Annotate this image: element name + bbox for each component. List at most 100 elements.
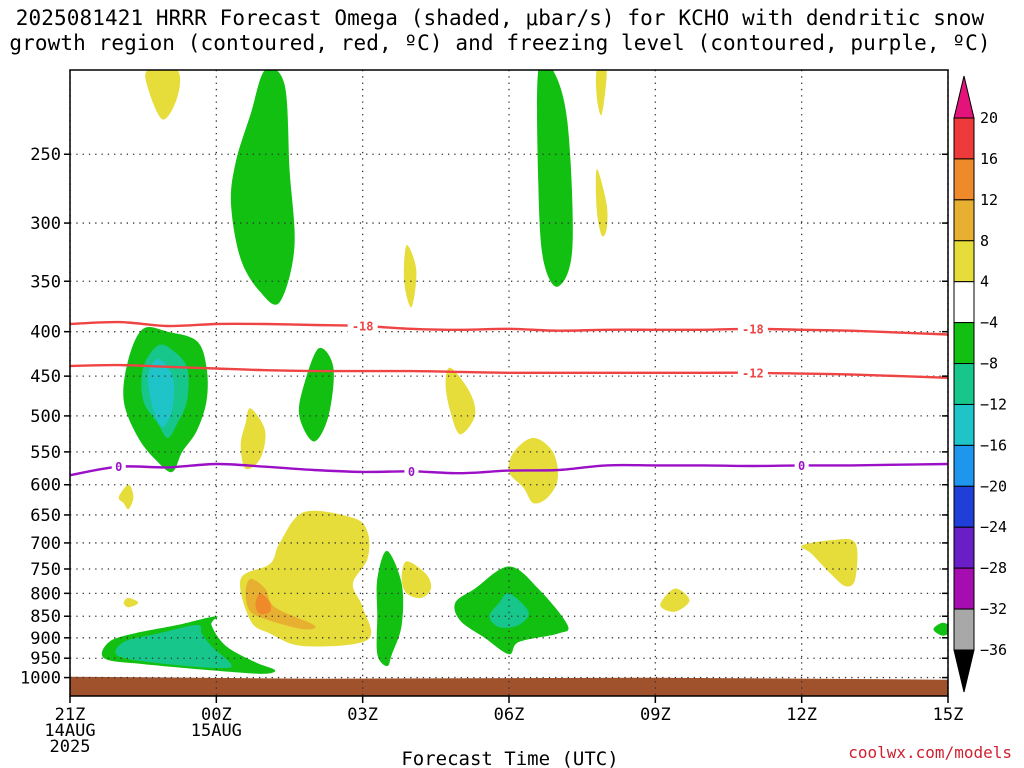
y-tick-label: 850: [30, 607, 61, 627]
omega-region: [800, 538, 858, 587]
colorbar-bin: [953, 281, 975, 324]
x-tick-label: 09Z: [640, 705, 671, 725]
colorbar-bottom-arrow: [953, 649, 975, 693]
contour-label: -18: [742, 322, 764, 336]
colorbar-bin: [953, 240, 975, 283]
y-tick-label: 450: [30, 367, 61, 387]
terrain-block: [70, 676, 948, 696]
contour-line: [70, 320, 948, 336]
omega-region: [230, 70, 295, 305]
colorbar-bin: [953, 567, 975, 610]
colorbar-bin: [953, 117, 975, 160]
omega-region: [595, 168, 608, 237]
omega-shading: [101, 70, 948, 674]
y-tick-label: 1000: [20, 669, 61, 689]
site-credit: coolwx.com/models: [848, 743, 1012, 762]
omega-region: [933, 622, 948, 636]
temperature-contours: -18 -18 -12 0 0 0: [70, 318, 948, 479]
omega-region: [298, 347, 334, 442]
colorbar-label: 8: [980, 232, 989, 250]
omega-region: [445, 367, 476, 435]
contour-label-bg: [347, 318, 378, 333]
contour-label: -18: [352, 319, 374, 333]
colorbar-label: −20: [980, 477, 1007, 495]
colorbar-label: 16: [980, 150, 998, 168]
y-tick-label: 300: [30, 214, 61, 234]
y-tick-label: 550: [30, 443, 61, 463]
omega-region: [536, 70, 573, 287]
omega-region: [660, 588, 690, 612]
colorbar-bin: [953, 403, 975, 446]
colorbar-bin: [953, 199, 975, 242]
x-tick-label: 00Z: [201, 705, 232, 725]
omega-region: [595, 70, 607, 116]
title-line-1: 2025081421 HRRR Forecast Omega (shaded, …: [15, 6, 985, 30]
x-tick-label: 12Z: [786, 705, 817, 725]
y-tick-label: 900: [30, 629, 61, 649]
contour-line: [70, 363, 948, 379]
y-tick-label: 400: [30, 323, 61, 343]
omega-region: [118, 484, 134, 510]
colorbar-label: −8: [980, 355, 998, 373]
chart-title: 2025081421 HRRR Forecast Omega (shaded, …: [0, 6, 1000, 56]
contour-label: -12: [742, 366, 764, 380]
colorbar-label: −36: [980, 641, 1007, 659]
colorbar-bin: [953, 322, 975, 365]
omega-region: [403, 244, 417, 308]
contour-label: 0: [115, 460, 122, 474]
omega-region: [376, 550, 404, 667]
y-axis: 2503003504004505005506006507007508008509…: [20, 145, 948, 689]
x-tick-label: 21Z: [55, 705, 86, 725]
colorbar-label: −28: [980, 559, 1007, 577]
colorbar-bin: [953, 158, 975, 201]
omega-region: [145, 70, 181, 120]
colorbar-bin: [953, 526, 975, 569]
colorbar-label: 20: [980, 109, 998, 127]
x-tick-label: 06Z: [494, 705, 525, 725]
x-tick-label: 2025: [50, 737, 91, 757]
colorbar-bin: [953, 444, 975, 487]
y-tick-label: 800: [30, 584, 61, 604]
omega-region: [123, 598, 139, 608]
contour-label-bg: [737, 321, 768, 336]
x-axis-title: Forecast Time (UTC): [401, 748, 618, 768]
omega-region: [240, 408, 266, 470]
colorbar-label: −24: [980, 518, 1007, 536]
y-tick-label: 650: [30, 506, 61, 526]
colorbar-top-arrow: [953, 75, 975, 119]
colorbar-bin: [953, 363, 975, 405]
x-tick-label: 15AUG: [191, 721, 242, 741]
y-tick-label: 600: [30, 476, 61, 496]
colorbar-label: −12: [980, 395, 1007, 413]
colorbar-bin: [953, 608, 975, 651]
y-tick-label: 350: [30, 272, 61, 292]
omega-region: [401, 561, 432, 599]
omega-region: [245, 578, 316, 630]
contour-label: 0: [408, 465, 415, 479]
y-tick-label: 950: [30, 649, 61, 669]
omega-region: [489, 593, 529, 628]
colorbar-label: −32: [980, 600, 1007, 618]
colorbar-label: −16: [980, 436, 1007, 454]
colorbar-bin: [953, 485, 975, 528]
x-tick-label: 14AUG: [44, 721, 95, 741]
contour-label-bg: [737, 365, 768, 380]
colorbar-label: −4: [980, 314, 998, 332]
x-tick-label: 15Z: [933, 705, 964, 725]
terrain-fill: [70, 676, 948, 696]
x-tick-label: 03Z: [347, 705, 378, 725]
omega-region: [115, 625, 232, 668]
colorbar-label: 4: [980, 273, 989, 291]
omega-region: [255, 593, 272, 615]
y-tick-label: 700: [30, 534, 61, 554]
contour-label-bg: [404, 464, 419, 479]
y-tick-label: 750: [30, 560, 61, 580]
colorbar: 20 16 12 8 4 −4 −8 −12 −16 −20 −24 −28 −32 −36: [953, 75, 1007, 693]
omega-region: [147, 359, 174, 428]
y-tick-label: 500: [30, 407, 61, 427]
contour-label-bg: [794, 458, 809, 473]
contour-label-bg: [111, 459, 126, 474]
title-line-2: growth region (contoured, red, ºC) and f…: [9, 31, 991, 55]
